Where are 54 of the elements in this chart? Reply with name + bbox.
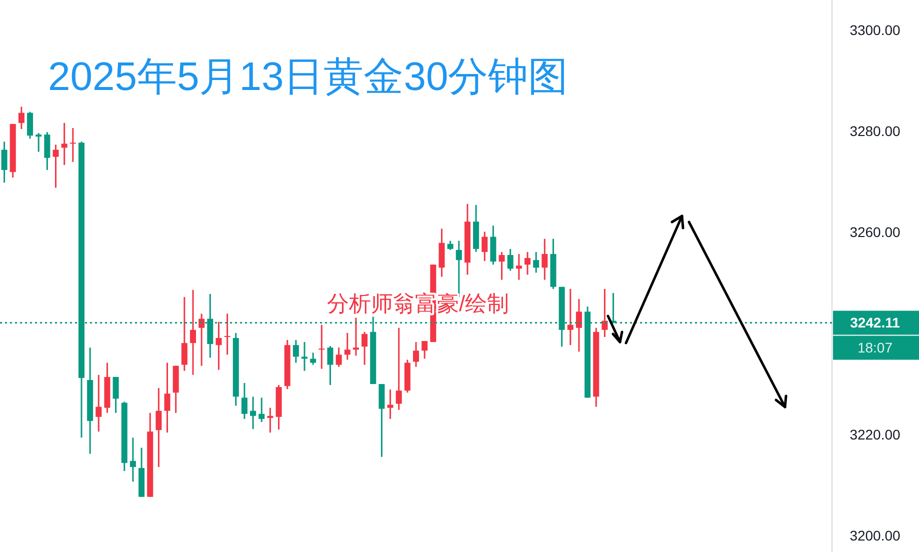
- candlestick: [164, 362, 170, 434]
- candlestick: [310, 352, 316, 366]
- candlestick: [344, 332, 350, 360]
- candlestick: [44, 131, 50, 171]
- candlestick: [216, 321, 222, 371]
- candlestick: [301, 341, 308, 372]
- candlestick: [292, 339, 299, 364]
- candlestick: [198, 312, 205, 367]
- candlestick: [27, 111, 34, 140]
- candlestick: [413, 341, 419, 368]
- candlestick: [96, 374, 102, 432]
- candlestick: [396, 327, 402, 411]
- candlestick: [190, 289, 196, 376]
- candlestick: [250, 396, 256, 430]
- y-tick-label: 3280.00: [850, 122, 901, 139]
- candlestick: [70, 127, 76, 163]
- candlestick: [533, 251, 540, 274]
- y-tick-label: 3260.00: [850, 224, 901, 240]
- text: 2025年5月13日黄金30分钟图: [48, 55, 568, 99]
- candlestick: [224, 312, 230, 356]
- candlestick: [36, 132, 42, 153]
- candlestick: [258, 396, 265, 423]
- candlestick: [352, 316, 359, 356]
- candlestick: [52, 144, 59, 188]
- candlestick: [542, 238, 548, 281]
- candlestick: [422, 340, 428, 360]
- candlestick: [516, 253, 522, 281]
- candlestick: [387, 388, 394, 420]
- candlestick: [1, 140, 8, 184]
- candlestick: [482, 230, 488, 262]
- candlestick: [524, 251, 531, 276]
- text: 18:07: [857, 340, 893, 356]
- candlestick: [241, 382, 248, 420]
- candlestick: [18, 106, 24, 130]
- candlestick: [181, 296, 188, 372]
- candlestick: [576, 298, 582, 352]
- candlestick: [61, 122, 68, 166]
- candlestick: [498, 251, 505, 281]
- candlestick: [130, 436, 136, 482]
- candlestick: [156, 387, 162, 468]
- y-tick-label: 3300.00: [850, 22, 901, 38]
- y-tick-label: 3220.00: [850, 426, 901, 443]
- candlestick: [507, 248, 514, 272]
- candlestick: [267, 407, 274, 434]
- candlestick: [318, 324, 325, 370]
- candlestick: [447, 240, 454, 251]
- candlestick: [327, 345, 334, 386]
- candlestick: [112, 376, 119, 414]
- candlestick: [336, 346, 342, 368]
- candlestick: [602, 288, 608, 338]
- candlestick: [567, 288, 574, 346]
- y-tick-label: 3200.00: [850, 528, 901, 544]
- ref-line-label: 3242.11: [850, 314, 900, 331]
- candlestick: [362, 331, 368, 366]
